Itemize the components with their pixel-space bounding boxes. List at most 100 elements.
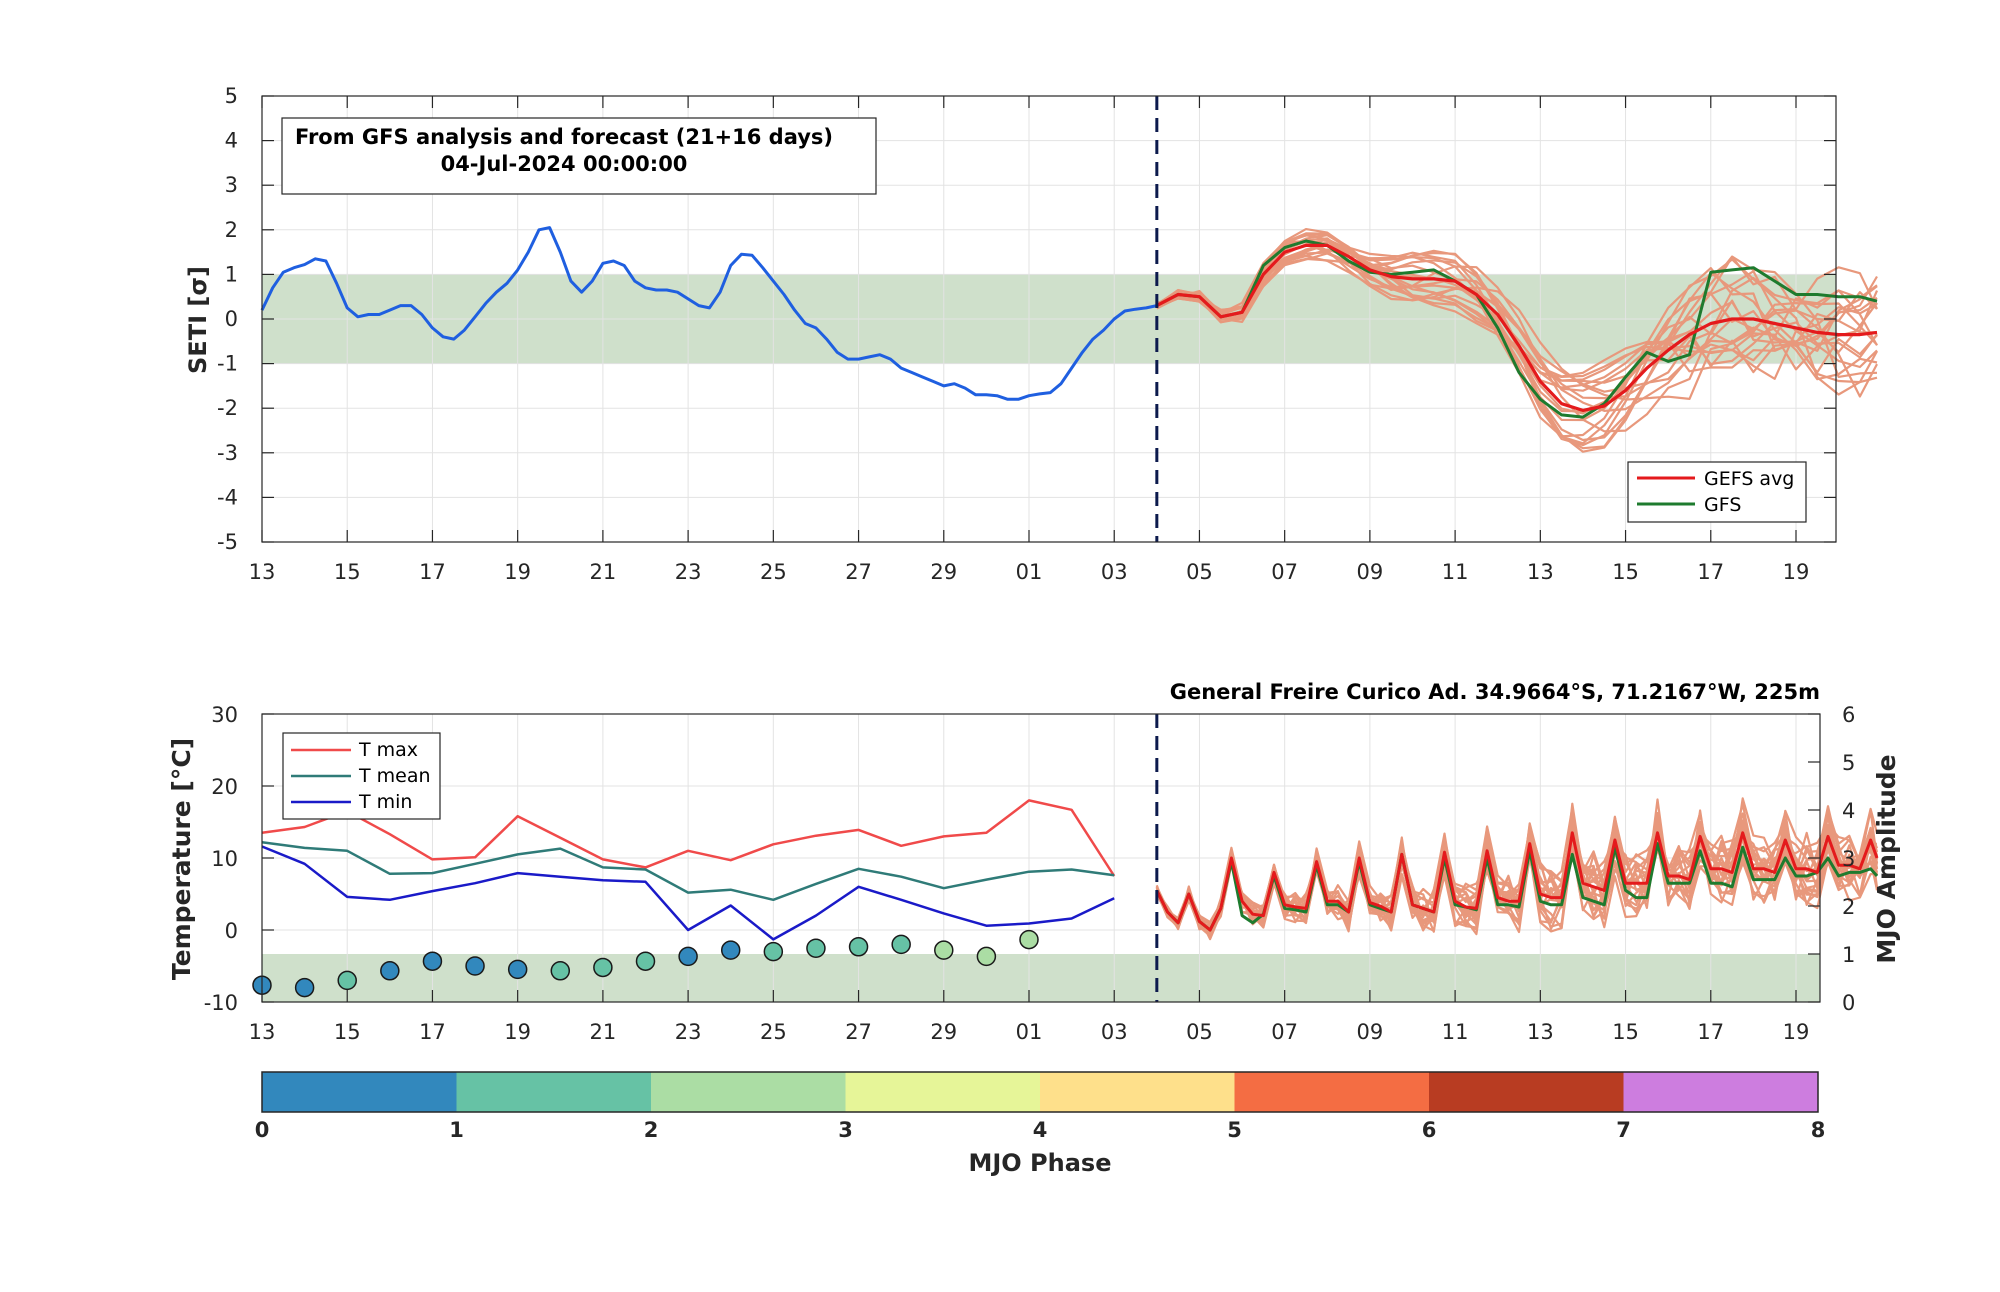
colorbar-tick-label: 3 [838,1118,853,1142]
mjo-amplitude-band [262,954,1820,1002]
x-tick-label: 13 [1527,560,1554,584]
y2-tick-label: 0 [1842,991,1855,1015]
x-tick-label: 27 [845,560,872,584]
x-tick-label: 17 [419,1020,446,1044]
mjo-point [934,940,954,960]
y-tick-label: 4 [225,129,238,153]
y-tick-label: -5 [217,530,238,554]
mjo-point [422,951,443,971]
info-box [281,117,877,195]
x-tick-label: 15 [1612,560,1639,584]
x-tick-label: 05 [1186,560,1213,584]
x-tick-label: 09 [1357,1020,1384,1044]
seti-y-axis-label: SETI [σ] [184,266,212,374]
colorbar-tick-label: 8 [1811,1118,1826,1142]
mjo-point [337,970,357,991]
colorbar-segment [262,1072,457,1112]
y-tick-label: 10 [211,847,238,871]
colorbar-segments [262,1072,1819,1112]
legend-gefs-avg-label: GEFS avg [1704,468,1794,490]
tmax-line [261,799,1116,877]
mjo-point [678,946,698,967]
x-tick-label: 25 [760,560,787,584]
mjo-point [507,959,528,980]
y-tick-label: -4 [217,485,238,509]
tmin-line [261,845,1115,941]
y-tick-label: -3 [217,441,238,465]
mjo-point [763,941,784,962]
y-tick-label: 0 [225,307,238,331]
y-tick-label: 0 [225,919,238,943]
mjo-point [1019,929,1039,950]
colorbar-segment [1623,1072,1819,1112]
y2-tick-label: 2 [1842,895,1855,919]
colorbar-ticks: 0 1 2 3 4 5 6 7 8 [255,1118,1826,1142]
gefs-avg-line [1156,243,1878,412]
x-tick-label: 23 [675,560,702,584]
colorbar-segment [1429,1072,1624,1112]
y-tick-label: -10 [204,991,238,1015]
x-tick-label: 21 [590,560,617,584]
y2-tick-label: 5 [1842,751,1855,775]
x-tick-label: 07 [1271,1020,1298,1044]
x-tick-label: 13 [249,560,276,584]
x-tick-label: 13 [249,1020,276,1044]
x-tick-label: 13 [1527,1020,1554,1044]
colorbar-segment [1234,1072,1430,1112]
colorbar-tick-label: 5 [1227,1118,1242,1142]
y-tick-label: -2 [217,396,238,420]
x-tick-label: 19 [504,1020,531,1044]
mjo-point [550,961,571,981]
colorbar-tick-label: 2 [644,1118,659,1142]
mjo-point [294,977,315,998]
mjo-point [380,961,400,981]
x-tick-label: 15 [334,560,361,584]
legend-gfs-label: GFS [1704,494,1741,516]
x-tick-label: 29 [930,1020,957,1044]
x-tick-label: 03 [1101,1020,1128,1044]
y-tick-label: 2 [225,218,238,242]
x-tick-label: 09 [1357,560,1384,584]
x-tick-label: 21 [590,1020,617,1044]
seti-legend: GEFS avg GFS [1627,461,1807,523]
colorbar-tick-label: 0 [255,1118,270,1142]
x-tick-label: 03 [1101,560,1128,584]
legend-tmean-label: T mean [358,765,431,787]
legend-tmin-label: T min [358,791,412,813]
mjo-amplitude-axis-label: MJO Amplitude [1872,754,1901,963]
colorbar-segment [1040,1072,1235,1112]
info-box-line2: 04-Jul-2024 00:00:00 [441,152,688,176]
x-tick-label: 17 [1697,560,1724,584]
colorbar-tick-label: 4 [1033,1118,1048,1142]
x-tick-label: 11 [1442,1020,1469,1044]
temperature-series [261,714,1879,1002]
y-tick-label: 3 [225,173,238,197]
mjo-point [720,940,741,960]
gefs-avg-temp-line [1155,831,1879,932]
y-tick-label: 1 [225,262,238,286]
mjo-point [891,934,911,955]
temperature-chart-title: General Freire Curico Ad. 34.9664°S, 71.… [1170,680,1820,704]
gefs-member-temp-line [1155,821,1879,936]
x-tick-label: 19 [1783,560,1810,584]
mjo-point [593,957,613,978]
x-tick-label: 15 [334,1020,361,1044]
colorbar-segment [845,1072,1041,1112]
colorbar-label: MJO Phase [968,1149,1111,1177]
x-tick-label: 01 [1016,560,1043,584]
x-tick-label: 05 [1186,1020,1213,1044]
x-tick-label: 27 [845,1020,872,1044]
x-tick-label: 19 [504,560,531,584]
x-tick-label: 29 [930,560,957,584]
mjo-point [848,937,869,957]
mjo-phase-colorbar: 0 1 2 3 4 5 6 7 8 MJO Phase [255,1071,1826,1177]
x-tick-label: 23 [675,1020,702,1044]
x-tick-label: 07 [1271,560,1298,584]
y2-tick-label: 1 [1842,943,1855,967]
y-tick-label: 30 [211,703,238,727]
x-tick-label: 01 [1016,1020,1043,1044]
mjo-point [465,956,485,976]
